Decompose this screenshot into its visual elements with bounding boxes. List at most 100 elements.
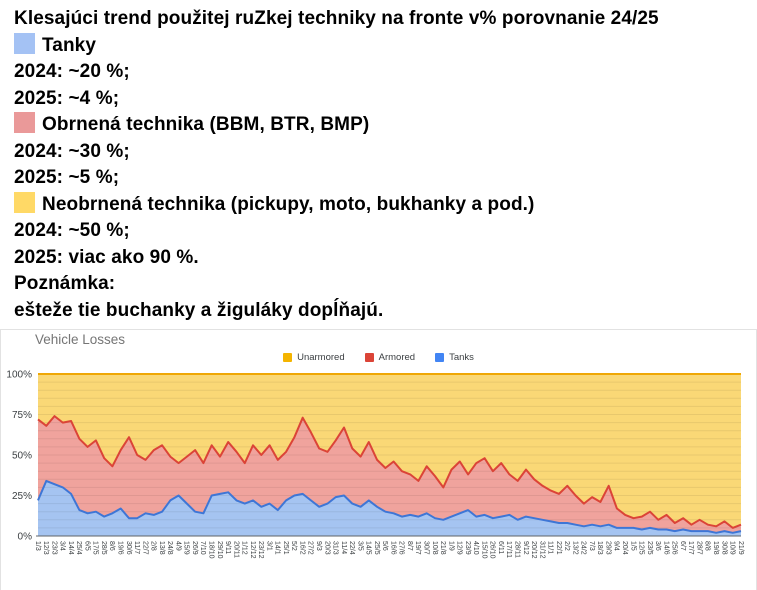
svg-text:15/9: 15/9 [183, 541, 190, 555]
vehicle-losses-chart-card: Vehicle Losses Unarmored Armored Tanks 0… [0, 329, 757, 590]
svg-text:10/9: 10/9 [729, 541, 736, 555]
svg-text:3/4: 3/4 [59, 541, 66, 551]
svg-text:12/3: 12/3 [42, 541, 49, 555]
tanks-label: Tanky [42, 34, 97, 56]
svg-text:25/6: 25/6 [671, 541, 678, 555]
svg-text:19/7: 19/7 [414, 541, 421, 555]
svg-text:5/6: 5/6 [381, 541, 388, 551]
svg-text:23/9: 23/9 [464, 541, 471, 555]
svg-text:23/3: 23/3 [50, 541, 57, 555]
legend-item-tanks: Tanks [435, 352, 474, 363]
svg-text:17/11: 17/11 [505, 541, 512, 558]
svg-text:14/1: 14/1 [274, 541, 281, 555]
svg-text:13/2: 13/2 [571, 541, 578, 555]
svg-text:15/10: 15/10 [480, 541, 487, 559]
svg-text:28/11: 28/11 [514, 541, 521, 558]
svg-text:27/6: 27/6 [398, 541, 405, 555]
svg-text:19/8: 19/8 [712, 541, 719, 555]
svg-text:8/7: 8/7 [406, 541, 413, 551]
svg-text:26/9: 26/9 [191, 541, 198, 555]
svg-text:22/4: 22/4 [348, 541, 355, 555]
svg-text:3/5: 3/5 [356, 541, 363, 551]
svg-text:17/7: 17/7 [687, 541, 694, 555]
svg-text:9/11: 9/11 [224, 541, 231, 554]
svg-text:50%: 50% [12, 451, 32, 462]
svg-text:75%: 75% [12, 410, 32, 421]
svg-text:16/6: 16/6 [389, 541, 396, 555]
svg-text:12/9: 12/9 [456, 541, 463, 555]
svg-text:29/3: 29/3 [605, 541, 612, 555]
note-item-armored: Obrnená technika (BBM, BTR, BMP) [14, 112, 754, 139]
unarmored-label: Neobrnená technika (pickupy, moto, bukha… [42, 193, 535, 215]
armored-label: Obrnená technika (BBM, BTR, BMP) [42, 114, 370, 135]
svg-text:13/8: 13/8 [158, 541, 165, 555]
svg-text:9/4: 9/4 [613, 541, 620, 551]
armored-legend-label: Armored [378, 352, 416, 363]
svg-text:19/6: 19/6 [117, 541, 124, 555]
svg-text:1/5: 1/5 [629, 541, 636, 551]
svg-text:25/4: 25/4 [75, 541, 82, 555]
note-item-unarmored: Neobrnená technika (pickupy, moto, bukha… [14, 191, 754, 219]
svg-text:2/8: 2/8 [150, 541, 157, 551]
svg-text:14/5: 14/5 [365, 541, 372, 555]
svg-text:2/2: 2/2 [563, 541, 570, 551]
svg-text:23/12: 23/12 [257, 541, 264, 559]
svg-text:25%: 25% [12, 491, 32, 502]
svg-text:8/6: 8/6 [108, 541, 115, 551]
svg-text:20/3: 20/3 [323, 541, 330, 555]
svg-text:4/9: 4/9 [174, 541, 181, 551]
svg-text:7/10: 7/10 [199, 541, 206, 555]
svg-text:22/7: 22/7 [141, 541, 148, 555]
svg-text:8/8: 8/8 [704, 541, 711, 551]
note-item-tanks: Tanky [14, 32, 754, 60]
legend-item-unarmored: Unarmored [283, 352, 345, 363]
svg-text:23/5: 23/5 [646, 541, 653, 555]
svg-text:12/12: 12/12 [249, 541, 256, 559]
unarmored-legend-label: Unarmored [297, 352, 345, 363]
svg-text:6/5: 6/5 [83, 541, 90, 551]
armored-legend-swatch [364, 353, 374, 362]
armored-2025-value: 2025: ~5 %; [14, 167, 120, 188]
unarmored-color-swatch [14, 191, 35, 213]
svg-text:30/6: 30/6 [125, 541, 132, 555]
tanks-legend-label: Tanks [449, 352, 474, 363]
svg-text:30/7: 30/7 [423, 541, 430, 555]
tanks-color-swatch [14, 32, 35, 54]
svg-text:25/1: 25/1 [282, 541, 289, 555]
svg-text:28/5: 28/5 [100, 541, 107, 555]
svg-text:21/9: 21/9 [737, 541, 744, 555]
legend-item-armored: Armored [364, 352, 416, 363]
svg-text:1/9: 1/9 [447, 541, 454, 551]
svg-text:14/4: 14/4 [67, 541, 74, 555]
svg-text:30/8: 30/8 [720, 541, 727, 555]
svg-text:9/12: 9/12 [522, 541, 529, 555]
svg-text:11/7: 11/7 [133, 541, 140, 554]
svg-text:18/10: 18/10 [208, 541, 215, 559]
note-text: Klesajúci trend použitej ruZkej techniky… [14, 6, 754, 324]
note-title: Klesajúci trend použitej ruZkej techniky… [14, 8, 659, 29]
chart-title: Vehicle Losses [35, 332, 126, 347]
svg-text:24/2: 24/2 [580, 541, 587, 555]
svg-text:29/10: 29/10 [216, 541, 223, 559]
svg-text:14/6: 14/6 [662, 541, 669, 555]
svg-text:22/1: 22/1 [555, 541, 562, 555]
svg-text:1/3: 1/3 [34, 541, 41, 551]
svg-text:5/2: 5/2 [290, 541, 297, 551]
svg-text:11/4: 11/4 [340, 541, 347, 554]
svg-text:12/5: 12/5 [638, 541, 645, 555]
svg-text:11/1: 11/1 [547, 541, 554, 554]
tanks-2025-value: 2025: ~4 %; [14, 87, 120, 109]
armored-2024-value: 2024: ~30 %; [14, 140, 130, 162]
tanks-legend-swatch [435, 353, 445, 362]
svg-text:3/6: 3/6 [654, 541, 661, 551]
svg-text:18/3: 18/3 [596, 541, 603, 555]
svg-text:9/3: 9/3 [315, 541, 322, 551]
svg-text:4/10: 4/10 [472, 541, 479, 555]
tanks-2024-value: 2024: ~20 %; [14, 61, 130, 82]
svg-text:10/8: 10/8 [431, 541, 438, 555]
svg-text:17/5: 17/5 [92, 541, 99, 555]
svg-text:31/3: 31/3 [332, 541, 339, 555]
note-footer-text: ešteže tie buchanky a žiguláky dopĺňajú. [14, 299, 384, 321]
svg-text:20/4: 20/4 [621, 541, 628, 555]
svg-text:21/8: 21/8 [439, 541, 446, 555]
